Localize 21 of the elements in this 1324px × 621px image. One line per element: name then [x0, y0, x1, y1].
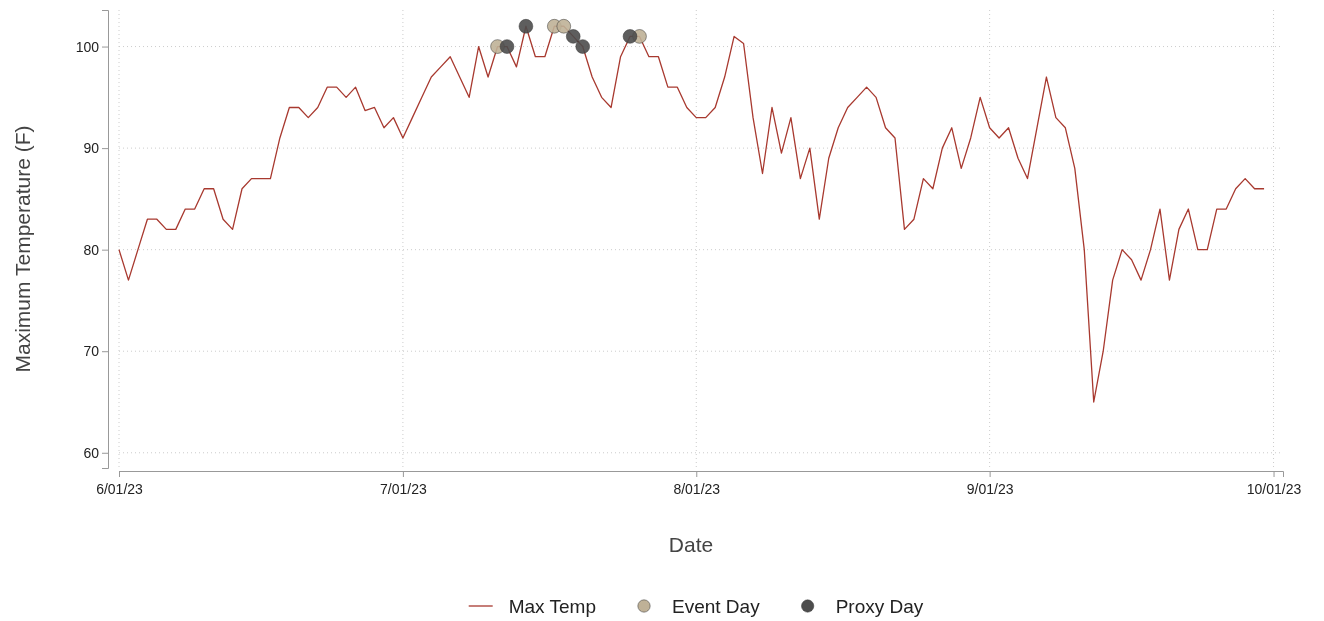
- y-axis-title: Maximum Temperature (F): [11, 125, 34, 373]
- point: [499, 39, 515, 54]
- legend-label: Proxy Day: [835, 595, 924, 617]
- point: [622, 29, 638, 44]
- point: [556, 18, 572, 34]
- point: [565, 29, 581, 44]
- x-tick-label: 7/01/23: [380, 481, 427, 497]
- legend-label: Max Temp: [508, 595, 596, 617]
- y-tick-label: 90: [83, 140, 100, 157]
- legend-label: Event Day: [672, 595, 761, 617]
- y-tick-label: 60: [83, 444, 100, 461]
- x-tick-label: 6/01/23: [96, 481, 144, 497]
- y-tick-label: 70: [83, 343, 100, 360]
- x-tick-label: 10/01/23: [1246, 481, 1302, 497]
- point: [575, 39, 591, 54]
- x-axis-title: Date: [668, 533, 714, 556]
- y-tick-label: 100: [75, 38, 100, 55]
- y-tick-label: 80: [83, 241, 100, 258]
- point: [518, 18, 534, 34]
- x-tick-label: 8/01/23: [673, 481, 721, 497]
- x-tick-label: 9/01/23: [966, 481, 1014, 497]
